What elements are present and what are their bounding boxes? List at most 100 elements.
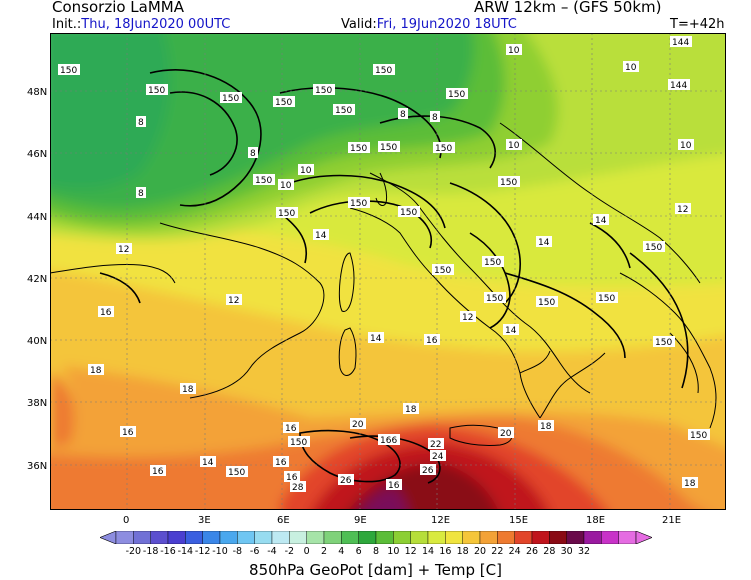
map-label-text: 10 (300, 166, 312, 176)
map-label-bg (433, 142, 455, 153)
colorbar-tick-label: 8 (372, 546, 380, 557)
map-label: 150 (58, 64, 80, 76)
map-label: 16 (98, 306, 114, 318)
colorbar-tick-label: 14 (421, 546, 435, 557)
map-label-text: 10 (280, 181, 292, 191)
colorbar-tick-label: 0 (303, 546, 310, 557)
map-label: 150 (446, 88, 468, 100)
map-label-bg (348, 142, 370, 153)
map-label-text: 26 (422, 466, 434, 476)
map-label-text: 150 (690, 431, 707, 441)
valid-value: Fri, 19Jun2020 18UTC (376, 17, 517, 32)
map-label-text: 8 (400, 110, 406, 120)
map-label: 150 (288, 436, 310, 448)
colorbar-tick-label: 26 (525, 546, 539, 557)
map-label: 28 (290, 481, 306, 493)
map-label-bg (670, 36, 692, 47)
map-caption: 850hPa GeoPot [dam] + Temp [C] (249, 561, 502, 579)
map-label-text: 150 (375, 66, 392, 76)
colorbar-tick-label: -8 (232, 546, 243, 557)
colorbar-swatch (167, 531, 186, 544)
map-label-bg (98, 306, 114, 317)
map-label-bg (643, 241, 665, 252)
lon-label: 12E (431, 515, 451, 526)
map-label: 20 (498, 427, 514, 439)
map-label: 144 (670, 36, 692, 48)
colorbar-swatch (150, 531, 169, 544)
colorbar-swatch (133, 531, 151, 544)
model-title: ARW 12km – (GFS 50km) (474, 0, 662, 16)
lon-label: 0 (123, 515, 130, 526)
map-label-text: 144 (672, 38, 689, 48)
colorbar-tick-label: 10 (387, 546, 400, 557)
map-label-text: 150 (278, 209, 295, 219)
map-label: 8 (248, 147, 258, 159)
map-label: 150 (273, 96, 295, 108)
map-label: 150 (333, 104, 355, 116)
map-label: 150 (348, 197, 370, 209)
map-label: 18 (88, 364, 104, 376)
map-label: 150 (348, 142, 370, 154)
colorbar-swatch (358, 531, 377, 544)
map-label-bg (398, 108, 408, 119)
colorbar-tick-label: -18 (142, 546, 159, 557)
map-label: 150 (276, 207, 298, 219)
colorbar-swatch (289, 531, 307, 544)
colorbar-swatch (479, 531, 498, 544)
map-label-text: 150 (350, 199, 367, 209)
map-label-bg (116, 243, 132, 254)
map-label-bg (338, 474, 354, 485)
map-label-text: 14 (595, 216, 607, 226)
map-label-bg (503, 324, 519, 335)
map-label-text: 16 (426, 336, 438, 346)
map-label-bg (482, 256, 504, 267)
map-label-text: 150 (148, 86, 165, 96)
colorbar-swatch (410, 531, 429, 544)
map-label-text: 10 (680, 141, 692, 151)
map-label-bg (248, 147, 258, 158)
map-label-text: 144 (670, 81, 687, 91)
map-label: 12 (116, 243, 132, 255)
map-label: 16 (273, 456, 289, 468)
map-label-text: 18 (540, 422, 552, 432)
map-label-bg (273, 456, 289, 467)
map-label-bg (668, 79, 690, 90)
map-label: 16 (150, 465, 166, 477)
map-label-text: 12 (118, 245, 129, 255)
valid-time: Valid:Fri, 19Jun2020 18UTC (341, 17, 517, 32)
colorbar-swatch (271, 531, 290, 544)
map-label: 16 (120, 426, 136, 438)
map-label: 150 (498, 176, 520, 188)
map-label-bg (678, 139, 694, 150)
map-label-text: 10 (625, 63, 637, 73)
lat-label: 42N (27, 274, 48, 285)
map-label-text: 150 (434, 266, 451, 276)
map-label-text: 16 (286, 473, 298, 483)
map-label: 150 (482, 256, 504, 268)
map-label-text: 150 (484, 258, 501, 268)
map-label: 16 (284, 471, 300, 483)
map-label: 166 (378, 434, 400, 446)
colorbar-swatch (341, 531, 359, 544)
map-label-text: 18 (182, 385, 194, 395)
map-label-text: 150 (645, 243, 662, 253)
map-label-text: 150 (435, 144, 452, 154)
map-label: 22 (428, 438, 444, 450)
map-label-bg (333, 104, 355, 115)
map-label: 150 (432, 264, 454, 276)
map-label-text: 150 (598, 294, 615, 304)
map-label: 14 (313, 229, 329, 241)
lat-label: 44N (27, 212, 48, 223)
map-label-text: 150 (255, 176, 272, 186)
lon-label: 6E (277, 515, 290, 526)
colorbar-tick-label: 4 (338, 546, 345, 557)
map-label-bg (278, 179, 294, 190)
colorbar-swatch (306, 531, 325, 544)
map-label: 150 (433, 142, 455, 154)
map-label: 10 (506, 44, 522, 56)
colorbar-swatch (393, 531, 411, 544)
map-label-bg (313, 84, 335, 95)
lat-label: 48N (27, 87, 48, 98)
map-label: 24 (430, 450, 446, 462)
map-label-bg (226, 466, 248, 477)
